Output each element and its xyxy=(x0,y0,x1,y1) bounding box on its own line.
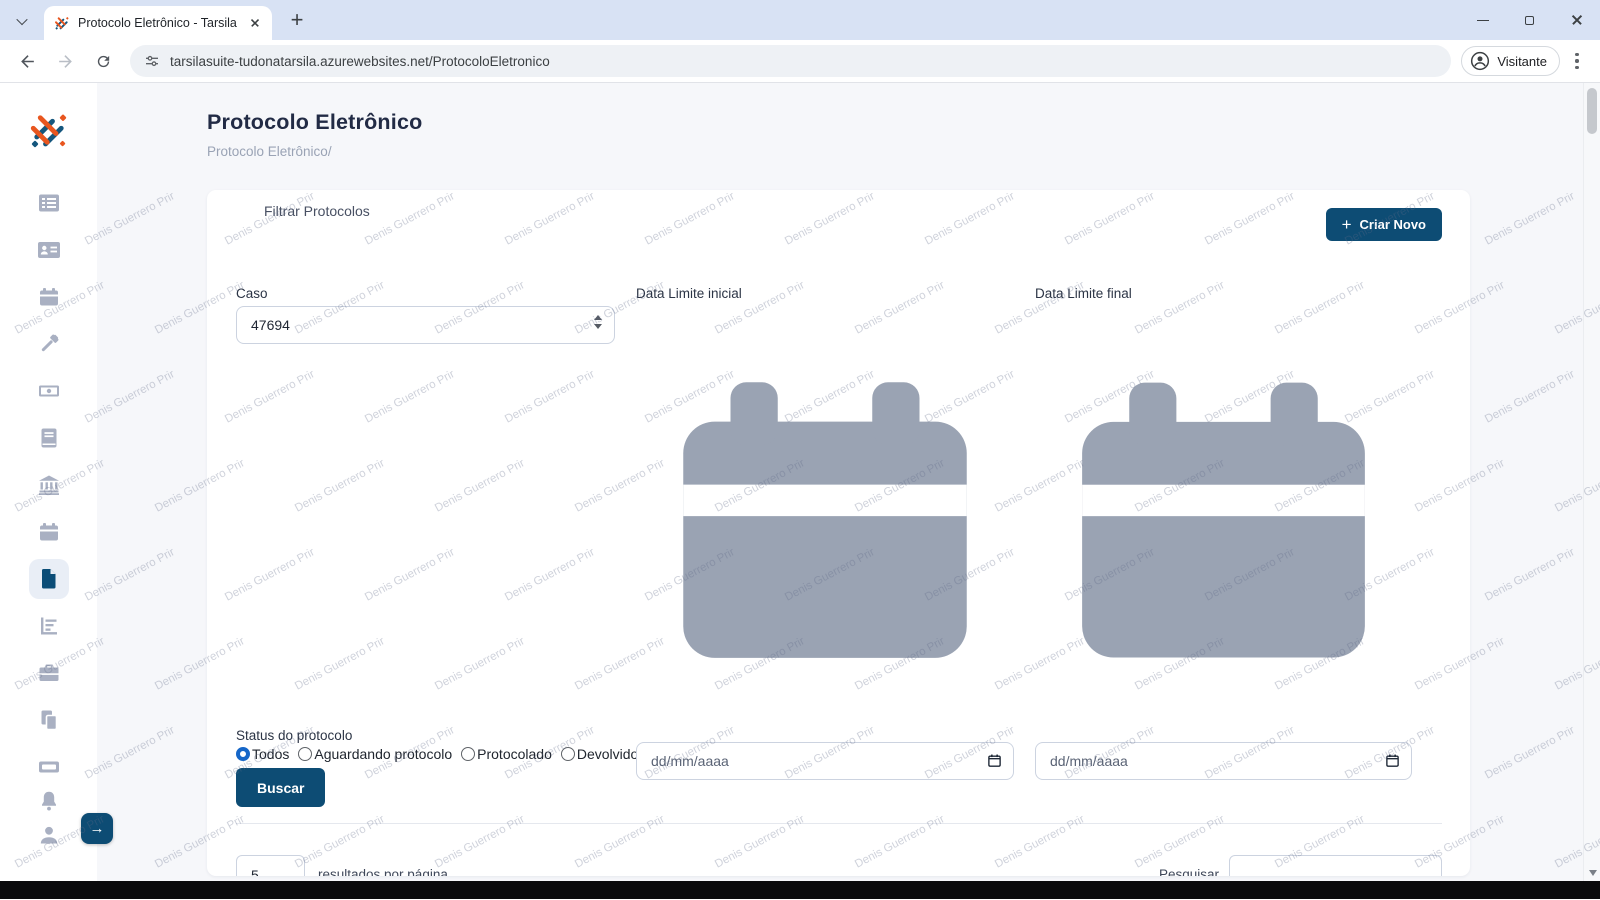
reload-button[interactable] xyxy=(86,44,120,78)
back-button[interactable] xyxy=(10,44,44,78)
card-title: Filtrar Protocolos xyxy=(264,203,370,219)
close-icon xyxy=(1570,13,1584,27)
forward-button[interactable] xyxy=(48,44,82,78)
number-spinner-icon[interactable] xyxy=(594,315,602,329)
sidebar-item-contacts-icon[interactable] xyxy=(37,238,61,262)
back-arrow-icon xyxy=(20,54,34,68)
plus-icon: + xyxy=(1341,215,1352,234)
table-search-input[interactable] xyxy=(1229,855,1442,876)
sidebar-item-notifications-icon[interactable] xyxy=(37,789,61,813)
date-end-field-group: Data Limite final xyxy=(1035,286,1412,780)
new-tab-button[interactable]: + xyxy=(290,7,304,32)
profile-avatar-icon xyxy=(1471,51,1490,71)
forward-arrow-icon xyxy=(58,54,72,68)
date-end-input[interactable] xyxy=(1035,742,1412,780)
sidebar-expand-button[interactable]: → xyxy=(81,813,113,844)
site-settings-icon xyxy=(146,55,158,67)
tab-title: Protocolo Eletrônico - Tarsila xyxy=(78,16,237,30)
caso-input[interactable] xyxy=(236,306,615,344)
sidebar-item-reports-icon[interactable] xyxy=(37,614,61,638)
window-minimize-button[interactable] xyxy=(1459,0,1506,40)
browser-tab-strip: Protocolo Eletrônico - Tarsila + xyxy=(0,0,1600,40)
arrow-right-icon: → xyxy=(89,820,105,837)
sidebar xyxy=(0,83,97,881)
url-text: tarsilasuite-tudonatarsila.azurewebsites… xyxy=(170,53,550,69)
date-picker-icon[interactable] xyxy=(1385,753,1400,768)
sidebar-item-ticket-icon[interactable] xyxy=(37,755,61,779)
restore-icon xyxy=(1525,12,1540,25)
bottom-edge-bar xyxy=(0,881,1600,899)
sidebar-item-bank-icon[interactable] xyxy=(37,473,61,497)
main-content: Protocolo Eletrônico Protocolo Eletrônic… xyxy=(97,83,1600,881)
browser-menu-button[interactable] xyxy=(1564,44,1590,78)
tab-search-button[interactable] xyxy=(9,8,35,34)
sidebar-item-billing-icon[interactable] xyxy=(37,379,61,403)
create-new-button[interactable]: + Criar Novo xyxy=(1325,208,1442,241)
document-icon xyxy=(37,567,61,591)
sidebar-item-gavel-icon[interactable] xyxy=(37,332,61,356)
window-close-button[interactable] xyxy=(1553,0,1600,40)
radio-aguardando[interactable]: Aguardando protocolo xyxy=(298,746,452,762)
sidebar-item-calendar-icon[interactable] xyxy=(37,285,61,309)
favicon-tarsila-icon xyxy=(55,17,69,30)
radio-protocolado[interactable]: Protocolado xyxy=(461,746,552,762)
sidebar-item-clipboard-icon[interactable] xyxy=(37,708,61,732)
tarsila-logo-icon[interactable] xyxy=(28,109,70,151)
date-start-field-group: Data Limite inicial xyxy=(636,286,1014,780)
status-label: Status do protocolo xyxy=(236,728,353,743)
caso-field-group: Caso xyxy=(236,286,615,722)
browser-tab[interactable]: Protocolo Eletrônico - Tarsila xyxy=(44,6,272,40)
window-restore-button[interactable] xyxy=(1506,0,1553,40)
scrollbar-down-arrow-icon[interactable] xyxy=(1588,870,1597,876)
section-divider xyxy=(236,823,1442,824)
calendar-small-icon xyxy=(1035,306,1412,742)
breadcrumb: Protocolo Eletrônico/ xyxy=(207,144,332,159)
date-start-label: Data Limite inicial xyxy=(636,286,742,301)
browser-toolbar: tarsilasuite-tudonatarsila.azurewebsites… xyxy=(0,40,1600,83)
profile-label: Visitante xyxy=(1497,53,1547,69)
date-start-input[interactable] xyxy=(636,742,1014,780)
sidebar-item-list-icon[interactable] xyxy=(37,191,61,215)
radio-input-devolvido[interactable] xyxy=(560,747,575,761)
minimize-icon xyxy=(1476,19,1489,21)
calendar-small-icon xyxy=(636,306,1014,742)
sidebar-item-protocolo-active[interactable] xyxy=(28,559,69,599)
app-viewport: → Protocolo Eletrônico Protocolo Eletrôn… xyxy=(0,83,1600,881)
per-page-input[interactable] xyxy=(236,855,305,876)
per-page-label: resultados por página xyxy=(318,867,448,876)
search-button[interactable]: Buscar xyxy=(236,768,326,807)
filter-card: Filtrar Protocolos + Criar Novo Caso Dat… xyxy=(207,190,1470,876)
tab-close-icon[interactable] xyxy=(249,17,260,28)
sidebar-item-user-icon[interactable] xyxy=(37,823,61,847)
sidebar-item-book-icon[interactable] xyxy=(37,426,61,450)
reload-icon xyxy=(97,55,109,67)
sidebar-item-briefcase-icon[interactable] xyxy=(37,661,61,685)
page-title: Protocolo Eletrônico xyxy=(207,110,423,134)
date-picker-icon[interactable] xyxy=(987,753,1002,768)
sidebar-item-schedule-icon[interactable] xyxy=(37,520,61,544)
radio-input-protocolado[interactable] xyxy=(461,747,476,761)
scrollbar-thumb[interactable] xyxy=(1587,88,1597,134)
radio-input-todos[interactable] xyxy=(236,747,250,761)
chevron-down-icon xyxy=(16,13,28,26)
radio-input-aguardando[interactable] xyxy=(298,747,313,761)
profile-button[interactable]: Visitante xyxy=(1461,46,1560,76)
caso-label: Caso xyxy=(236,286,268,301)
url-bar[interactable]: tarsilasuite-tudonatarsila.azurewebsites… xyxy=(130,45,1452,77)
radio-todos[interactable]: Todos xyxy=(236,746,289,762)
vertical-scrollbar[interactable] xyxy=(1583,83,1600,881)
date-end-label: Data Limite final xyxy=(1035,286,1132,301)
table-search-label: Pesquisar xyxy=(1158,867,1219,876)
